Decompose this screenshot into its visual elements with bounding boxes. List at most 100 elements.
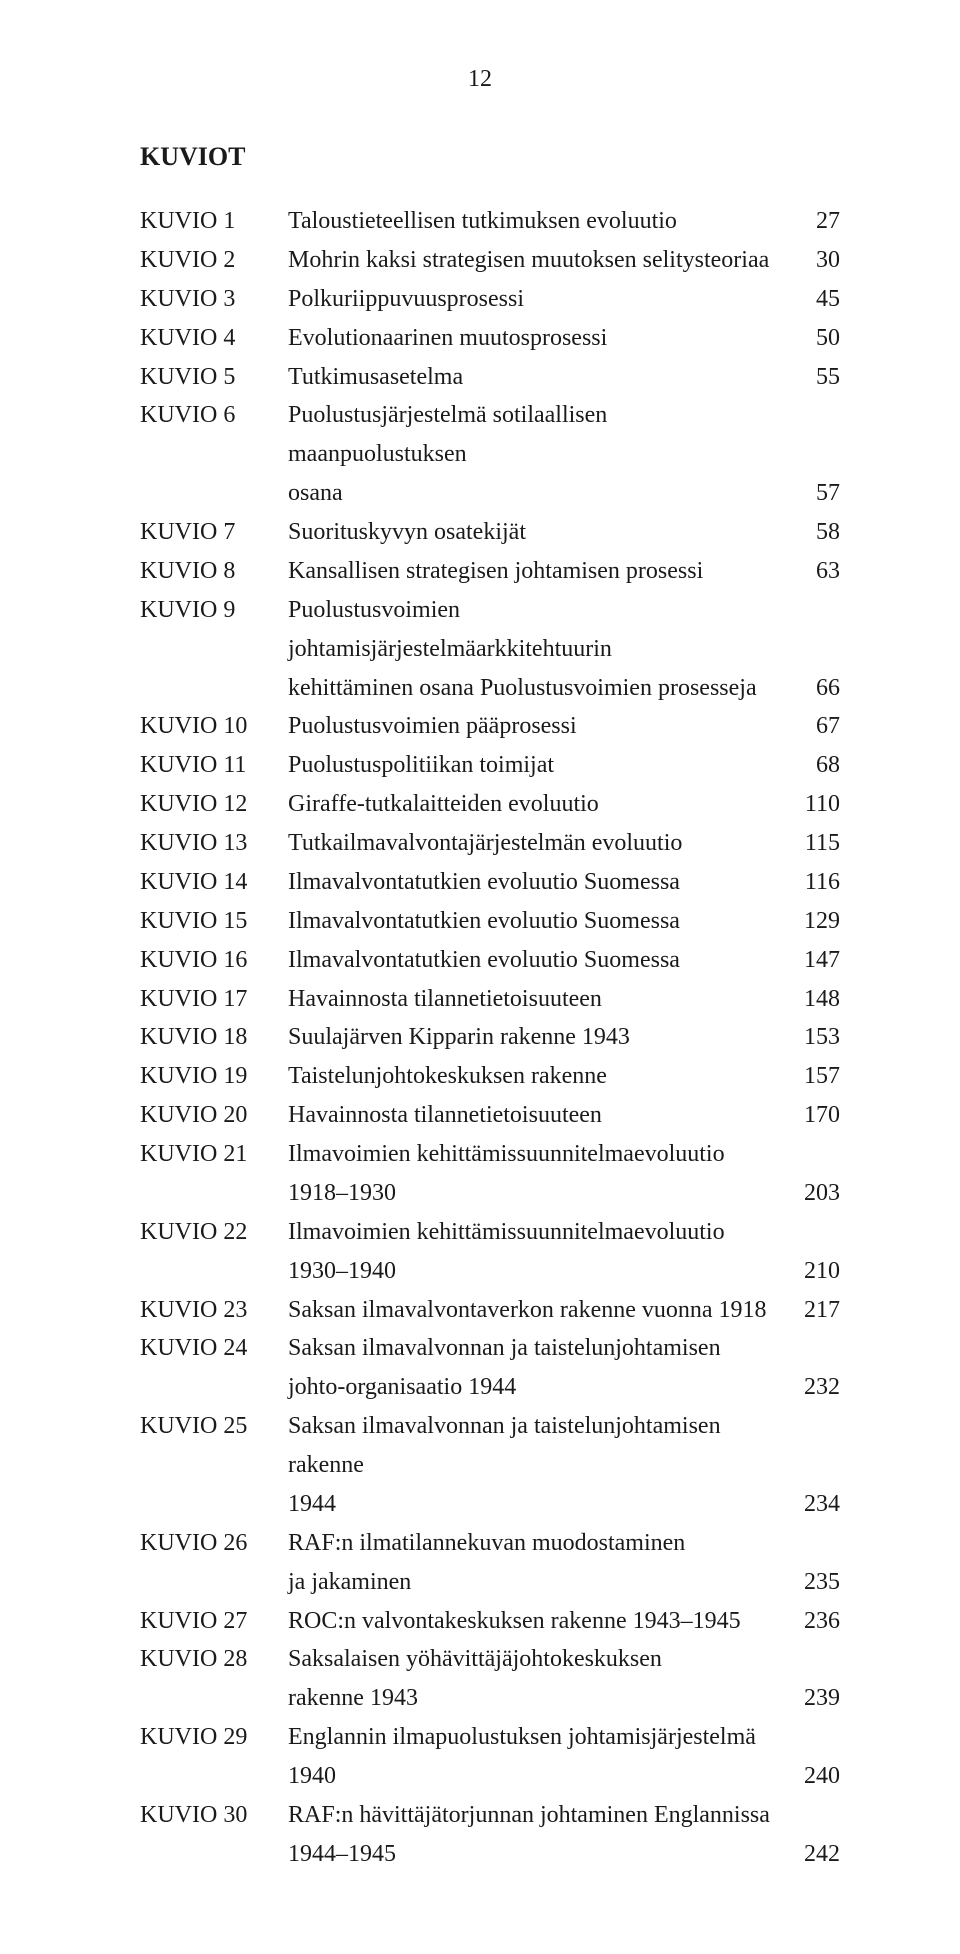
figure-entry: KUVIO 7Suorituskyvyn osatekijät58 (140, 513, 840, 552)
figure-entry: KUVIO 26RAF:n ilmatilannekuvan muodostam… (140, 1524, 840, 1563)
entry-title: Suulajärven Kipparin rakenne 1943 (288, 1018, 792, 1057)
entry-title: RAF:n ilmatilannekuvan muodostaminen (288, 1524, 792, 1563)
entry-label: KUVIO 15 (140, 902, 288, 941)
entry-label: KUVIO 30 (140, 1796, 288, 1835)
entry-page: 116 (792, 863, 840, 902)
entry-page: 115 (792, 824, 840, 863)
figure-entry: KUVIO 16Ilmavalvontatutkien evoluutio Su… (140, 941, 840, 980)
entry-label: KUVIO 12 (140, 785, 288, 824)
entry-title: Taloustieteellisen tutkimuksen evoluutio (288, 202, 792, 241)
list-heading: KUVIOT (140, 136, 840, 178)
figure-entry: KUVIO 15Ilmavalvontatutkien evoluutio Su… (140, 902, 840, 941)
entry-page: 50 (792, 319, 840, 358)
page-number: 12 (0, 60, 960, 99)
entry-label: KUVIO 25 (140, 1407, 288, 1446)
entry-label: KUVIO 8 (140, 552, 288, 591)
figure-entry: KUVIO 11Puolustuspolitiikan toimijat68 (140, 746, 840, 785)
figure-entry-continuation: 1918–1930203 (140, 1174, 840, 1213)
entry-label: KUVIO 23 (140, 1291, 288, 1330)
entry-page: 210 (792, 1252, 840, 1291)
figure-entry-continuation: 1940240 (140, 1757, 840, 1796)
entry-title: Saksalaisen yöhävittäjäjohtokeskuksen (288, 1640, 792, 1679)
entry-label: KUVIO 3 (140, 280, 288, 319)
entry-title: Havainnosta tilannetietoisuuteen (288, 1096, 792, 1135)
entry-title-cont: 1944 (288, 1485, 792, 1524)
entry-label: KUVIO 26 (140, 1524, 288, 1563)
entry-title-cont: 1944–1945 (288, 1835, 792, 1874)
entry-title: Puolustusjärjestelmä sotilaallisen maanp… (288, 396, 792, 474)
entry-label: KUVIO 21 (140, 1135, 288, 1174)
entry-title: Saksan ilmavalvonnan ja taistelunjohtami… (288, 1407, 792, 1485)
entry-page: 157 (792, 1057, 840, 1096)
entry-label: KUVIO 22 (140, 1213, 288, 1252)
figure-entry-continuation: 1944234 (140, 1485, 840, 1524)
figure-entry: KUVIO 27ROC:n valvontakeskuksen rakenne … (140, 1602, 840, 1641)
entry-label: KUVIO 5 (140, 358, 288, 397)
entry-label: KUVIO 2 (140, 241, 288, 280)
entry-title: Tutkailmavalvontajärjestelmän evoluutio (288, 824, 792, 863)
entry-title: Taistelunjohtokeskuksen rakenne (288, 1057, 792, 1096)
entry-page: 242 (792, 1835, 840, 1874)
figure-entry-continuation: rakenne 1943239 (140, 1679, 840, 1718)
figure-entry: KUVIO 21Ilmavoimien kehittämissuunnitelm… (140, 1135, 840, 1174)
entry-label: KUVIO 7 (140, 513, 288, 552)
entry-page: 67 (792, 707, 840, 746)
entry-label: KUVIO 6 (140, 396, 288, 435)
figure-entry-continuation: 1930–1940210 (140, 1252, 840, 1291)
entry-title: Englannin ilmapuolustuksen johtamisjärje… (288, 1718, 792, 1757)
entry-page: 235 (792, 1563, 840, 1602)
figure-entry: KUVIO 28Saksalaisen yöhävittäjäjohtokesk… (140, 1640, 840, 1679)
entry-label: KUVIO 16 (140, 941, 288, 980)
entry-title: Saksan ilmavalvontaverkon rakenne vuonna… (288, 1291, 792, 1330)
entry-page: 63 (792, 552, 840, 591)
entry-title-cont: 1918–1930 (288, 1174, 792, 1213)
entry-page: 57 (792, 474, 840, 513)
entry-page: 68 (792, 746, 840, 785)
entry-page: 55 (792, 358, 840, 397)
entry-page: 110 (792, 785, 840, 824)
figure-entry-continuation: johto-organisaatio 1944232 (140, 1368, 840, 1407)
entry-page: 30 (792, 241, 840, 280)
figure-entry: KUVIO 12Giraffe-tutkalaitteiden evoluuti… (140, 785, 840, 824)
figure-entry: KUVIO 6Puolustusjärjestelmä sotilaallise… (140, 396, 840, 474)
entry-label: KUVIO 11 (140, 746, 288, 785)
entry-title: Evolutionaarinen muutosprosessi (288, 319, 792, 358)
figure-entry-continuation: ja jakaminen235 (140, 1563, 840, 1602)
entry-page: 217 (792, 1291, 840, 1330)
entry-title-cont: rakenne 1943 (288, 1679, 792, 1718)
entry-title: Ilmavalvontatutkien evoluutio Suomessa (288, 902, 792, 941)
figure-entry: KUVIO 23Saksan ilmavalvontaverkon rakenn… (140, 1291, 840, 1330)
entry-title-cont: ja jakaminen (288, 1563, 792, 1602)
entry-label: KUVIO 27 (140, 1602, 288, 1641)
figure-entry: KUVIO 10Puolustusvoimien pääprosessi67 (140, 707, 840, 746)
figure-entry: KUVIO 1Taloustieteellisen tutkimuksen ev… (140, 202, 840, 241)
entry-page: 58 (792, 513, 840, 552)
figure-entry: KUVIO 17Havainnosta tilannetietoisuuteen… (140, 980, 840, 1019)
figure-entry: KUVIO 19Taistelunjohtokeskuksen rakenne1… (140, 1057, 840, 1096)
figure-entry-continuation: 1944–1945242 (140, 1835, 840, 1874)
entry-page: 234 (792, 1485, 840, 1524)
figure-entry: KUVIO 18Suulajärven Kipparin rakenne 194… (140, 1018, 840, 1057)
entry-title: Ilmavoimien kehittämissuunnitelmaevoluut… (288, 1213, 792, 1252)
entry-title: Ilmavalvontatutkien evoluutio Suomessa (288, 941, 792, 980)
entry-title: Polkuriippuvuusprosessi (288, 280, 792, 319)
entry-label: KUVIO 17 (140, 980, 288, 1019)
entry-title: RAF:n hävittäjätorjunnan johtaminen Engl… (288, 1796, 792, 1835)
entry-label: KUVIO 10 (140, 707, 288, 746)
entry-title: ROC:n valvontakeskuksen rakenne 1943–194… (288, 1602, 792, 1641)
entry-page: 170 (792, 1096, 840, 1135)
entry-title: Ilmavoimien kehittämissuunnitelmaevoluut… (288, 1135, 792, 1174)
figure-entry: KUVIO 9Puolustusvoimien johtamisjärjeste… (140, 591, 840, 669)
entry-title: Tutkimusasetelma (288, 358, 792, 397)
entry-label: KUVIO 9 (140, 591, 288, 630)
entry-label: KUVIO 14 (140, 863, 288, 902)
entry-title-cont: johto-organisaatio 1944 (288, 1368, 792, 1407)
entry-title: Suorituskyvyn osatekijät (288, 513, 792, 552)
entry-title: Puolustusvoimien johtamisjärjestelmäarkk… (288, 591, 792, 669)
entry-title-cont: 1940 (288, 1757, 792, 1796)
entry-title-cont: kehittäminen osana Puolustusvoimien pros… (288, 669, 792, 708)
entry-label: KUVIO 28 (140, 1640, 288, 1679)
entry-page: 236 (792, 1602, 840, 1641)
document-page: 12 KUVIOT KUVIO 1Taloustieteellisen tutk… (0, 0, 960, 1954)
entry-page: 240 (792, 1757, 840, 1796)
